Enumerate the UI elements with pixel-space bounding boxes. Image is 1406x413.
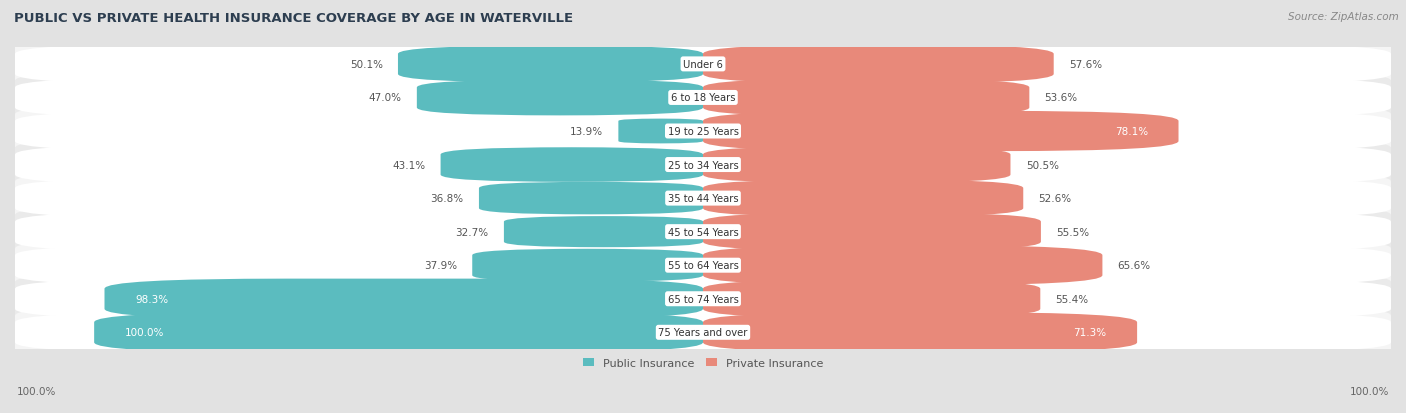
Text: Source: ZipAtlas.com: Source: ZipAtlas.com [1288,12,1399,22]
FancyBboxPatch shape [15,103,1391,160]
Text: 100.0%: 100.0% [1350,387,1389,396]
FancyBboxPatch shape [15,145,1391,185]
FancyBboxPatch shape [703,213,1040,252]
FancyBboxPatch shape [15,279,1391,319]
Text: 50.5%: 50.5% [1026,160,1059,170]
Text: 57.6%: 57.6% [1069,60,1102,70]
Text: 55.4%: 55.4% [1056,294,1088,304]
Text: 25 to 34 Years: 25 to 34 Years [668,160,738,170]
FancyBboxPatch shape [703,280,1040,318]
FancyBboxPatch shape [15,237,1391,294]
Text: 71.3%: 71.3% [1074,328,1107,337]
Text: 78.1%: 78.1% [1115,127,1149,137]
FancyBboxPatch shape [15,78,1391,118]
FancyBboxPatch shape [15,36,1391,93]
Text: 47.0%: 47.0% [368,93,402,103]
Text: 65 to 74 Years: 65 to 74 Years [668,294,738,304]
FancyBboxPatch shape [703,147,1011,184]
Text: 52.6%: 52.6% [1039,194,1071,204]
Text: 98.3%: 98.3% [135,294,169,304]
Text: 13.9%: 13.9% [569,127,603,137]
FancyBboxPatch shape [104,279,703,319]
FancyBboxPatch shape [703,112,1178,152]
Text: 53.6%: 53.6% [1045,93,1077,103]
FancyBboxPatch shape [15,312,1391,353]
FancyBboxPatch shape [398,46,703,83]
FancyBboxPatch shape [703,45,1053,84]
FancyBboxPatch shape [15,304,1391,361]
FancyBboxPatch shape [479,183,703,215]
FancyBboxPatch shape [94,312,703,353]
Text: 65.6%: 65.6% [1118,261,1150,271]
FancyBboxPatch shape [440,148,703,183]
FancyBboxPatch shape [703,245,1102,286]
FancyBboxPatch shape [15,112,1391,152]
FancyBboxPatch shape [15,245,1391,286]
Text: PUBLIC VS PRIVATE HEALTH INSURANCE COVERAGE BY AGE IN WATERVILLE: PUBLIC VS PRIVATE HEALTH INSURANCE COVER… [14,12,574,25]
FancyBboxPatch shape [15,70,1391,127]
Text: 55.5%: 55.5% [1056,227,1090,237]
Text: 43.1%: 43.1% [392,160,426,170]
FancyBboxPatch shape [15,178,1391,219]
FancyBboxPatch shape [15,45,1391,85]
Text: 6 to 18 Years: 6 to 18 Years [671,93,735,103]
Text: 45 to 54 Years: 45 to 54 Years [668,227,738,237]
FancyBboxPatch shape [15,170,1391,227]
FancyBboxPatch shape [503,216,703,248]
Text: 100.0%: 100.0% [125,328,165,337]
FancyBboxPatch shape [619,119,703,144]
Text: 37.9%: 37.9% [423,261,457,271]
Text: 55 to 64 Years: 55 to 64 Years [668,261,738,271]
FancyBboxPatch shape [703,180,1024,218]
Text: 36.8%: 36.8% [430,194,464,204]
FancyBboxPatch shape [15,137,1391,194]
Legend: Public Insurance, Private Insurance: Public Insurance, Private Insurance [583,358,823,368]
FancyBboxPatch shape [703,312,1137,353]
FancyBboxPatch shape [472,249,703,282]
Text: 75 Years and over: 75 Years and over [658,328,748,337]
FancyBboxPatch shape [15,212,1391,252]
FancyBboxPatch shape [703,79,1029,117]
Text: 32.7%: 32.7% [456,227,489,237]
Text: 100.0%: 100.0% [17,387,56,396]
Text: 19 to 25 Years: 19 to 25 Years [668,127,738,137]
Text: Under 6: Under 6 [683,60,723,70]
FancyBboxPatch shape [416,80,703,116]
FancyBboxPatch shape [15,204,1391,261]
Text: 50.1%: 50.1% [350,60,382,70]
FancyBboxPatch shape [15,271,1391,328]
Text: 35 to 44 Years: 35 to 44 Years [668,194,738,204]
